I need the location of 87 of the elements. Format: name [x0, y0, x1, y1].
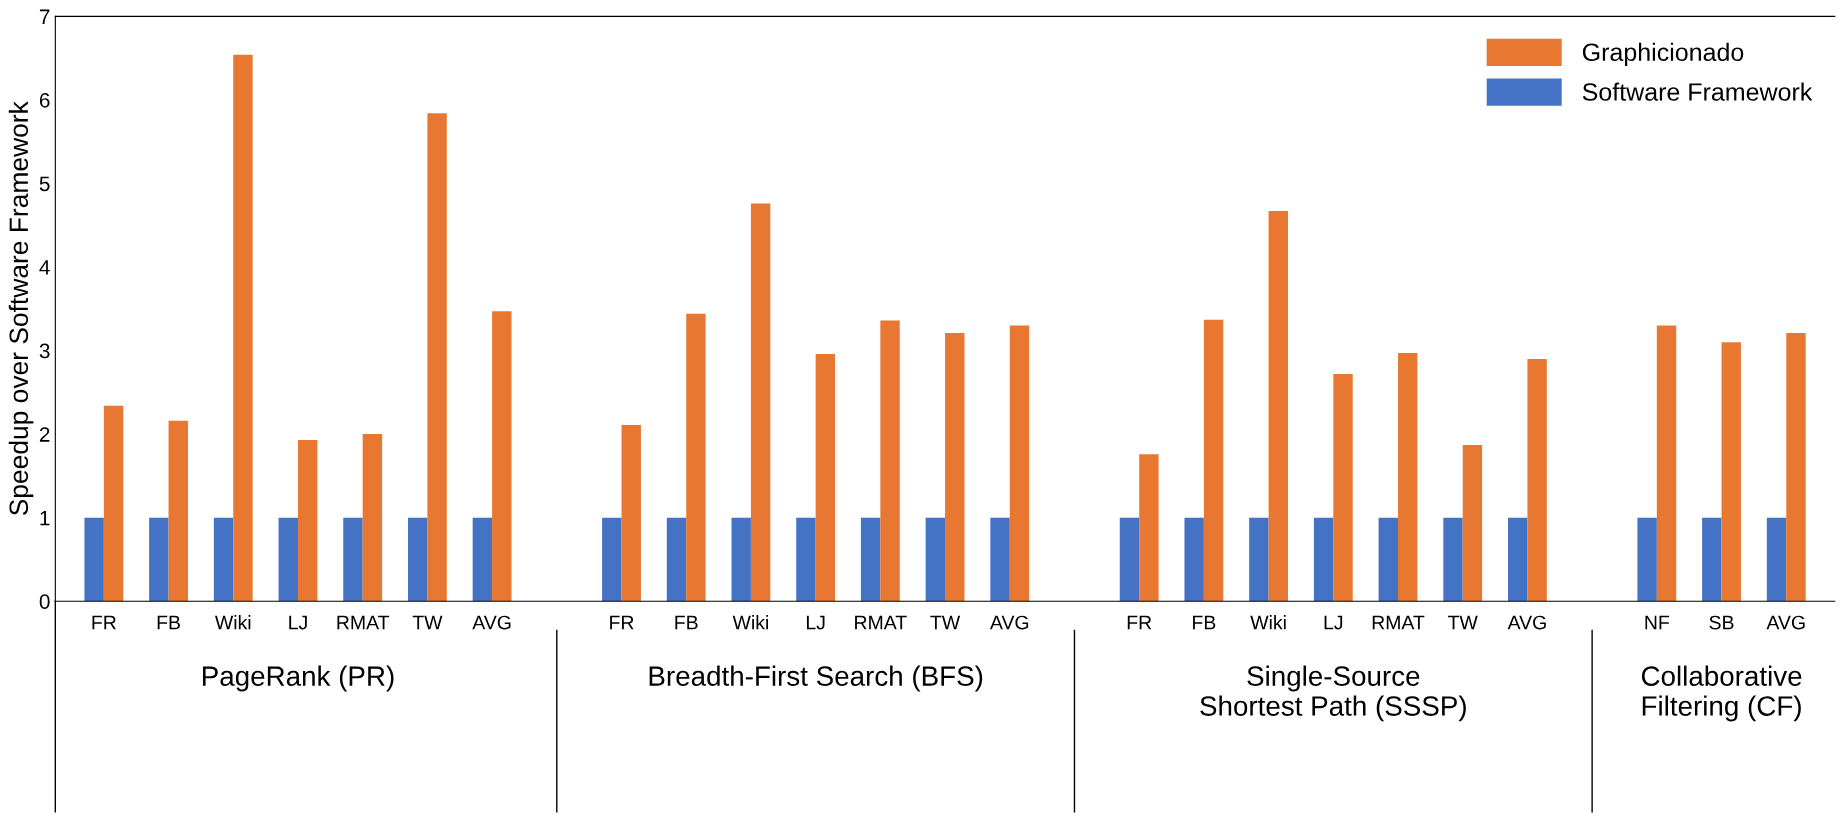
x-tick-label: FB	[1193, 615, 1216, 630]
x-tick-label: TW	[1448, 615, 1478, 630]
x-tick-label: TW	[412, 615, 443, 630]
bar	[1702, 517, 1722, 602]
x-tick-label: FB	[157, 615, 180, 630]
bar	[278, 517, 298, 602]
bar	[149, 517, 169, 602]
bar	[407, 517, 428, 602]
y-tick-label: 4	[39, 260, 50, 275]
y-tick-label: 2	[39, 427, 50, 442]
x-tick-label: FB	[675, 615, 698, 630]
bar	[1656, 325, 1677, 602]
bar	[84, 517, 104, 602]
bar	[1443, 517, 1463, 602]
bar	[1333, 373, 1353, 602]
y-tick-label: 5	[39, 176, 50, 192]
x-tick-label: RMAT	[337, 615, 390, 630]
bar	[1786, 333, 1806, 602]
bar	[1508, 517, 1528, 602]
bar	[343, 517, 363, 602]
legend-label: Graphicionado	[1582, 42, 1744, 67]
bar	[1378, 517, 1398, 602]
bar	[666, 517, 687, 602]
x-tick-label: TW	[930, 615, 961, 630]
x-tick-label: FR	[610, 615, 634, 630]
bar	[1184, 517, 1204, 602]
text: Breadth-First Search (BFS)	[649, 665, 983, 692]
bar	[750, 203, 771, 602]
bar	[1119, 517, 1140, 602]
x-tick-label: AVG	[1766, 615, 1805, 630]
bar	[731, 517, 751, 602]
bar	[796, 517, 816, 602]
bar	[1527, 358, 1547, 602]
x-tick-label: LJ	[1324, 615, 1343, 630]
bar	[925, 517, 946, 602]
legend-label: Software Framework	[1582, 82, 1813, 101]
x-tick-label: AVG	[1507, 615, 1546, 630]
bar	[472, 517, 493, 602]
bar	[297, 439, 318, 602]
bar	[1721, 342, 1741, 602]
bar	[1637, 517, 1657, 602]
bar	[621, 424, 641, 602]
text: Single-Source Shortest Path (SSSP)	[1200, 665, 1466, 722]
bar	[1009, 325, 1030, 602]
x-tick-label: Wiki	[732, 615, 768, 630]
bar	[1462, 444, 1483, 602]
bar	[168, 420, 188, 602]
bar	[427, 113, 447, 602]
y-tick-label: 7	[39, 9, 50, 24]
x-tick-label: Wiki	[1250, 615, 1286, 630]
bar	[945, 333, 965, 602]
bar	[233, 54, 253, 602]
bar	[1268, 211, 1288, 602]
x-tick-label: AVG	[989, 615, 1029, 630]
bar	[1313, 517, 1334, 602]
bar	[880, 320, 900, 602]
x-tick-label: FR	[92, 615, 116, 630]
y-tick-label: 0	[39, 594, 50, 609]
bar	[1139, 454, 1159, 602]
x-tick-label: RMAT	[855, 615, 907, 630]
bar	[1766, 517, 1787, 602]
text: Collaborative Filtering (CF)	[1641, 665, 1802, 722]
bar	[1203, 319, 1224, 602]
x-tick-label: Wiki	[214, 615, 251, 630]
bar	[213, 517, 234, 602]
x-tick-label: SB	[1709, 615, 1734, 630]
bar	[860, 517, 881, 602]
bar	[362, 434, 383, 602]
bar	[602, 517, 622, 602]
y-axis-title: Speedup over Software Framework	[8, 101, 34, 516]
y-tick-label: 1	[40, 510, 50, 526]
x-tick-label: AVG	[472, 615, 511, 630]
text: PageRank (PR)	[202, 665, 394, 692]
y-tick-label: 6	[39, 92, 50, 108]
bar	[815, 353, 836, 602]
x-tick-label: LJ	[289, 615, 307, 630]
bar	[103, 405, 124, 602]
x-tick-label: NF	[1645, 615, 1670, 630]
x-tick-label: FR	[1127, 615, 1152, 630]
bar	[990, 517, 1010, 602]
y-tick-label: 3	[39, 343, 50, 359]
bar	[1249, 517, 1269, 602]
bar	[1398, 353, 1418, 602]
x-tick-label: LJ	[806, 615, 825, 630]
x-tick-label: RMAT	[1372, 615, 1425, 630]
bar	[686, 313, 706, 602]
bar	[492, 311, 512, 602]
